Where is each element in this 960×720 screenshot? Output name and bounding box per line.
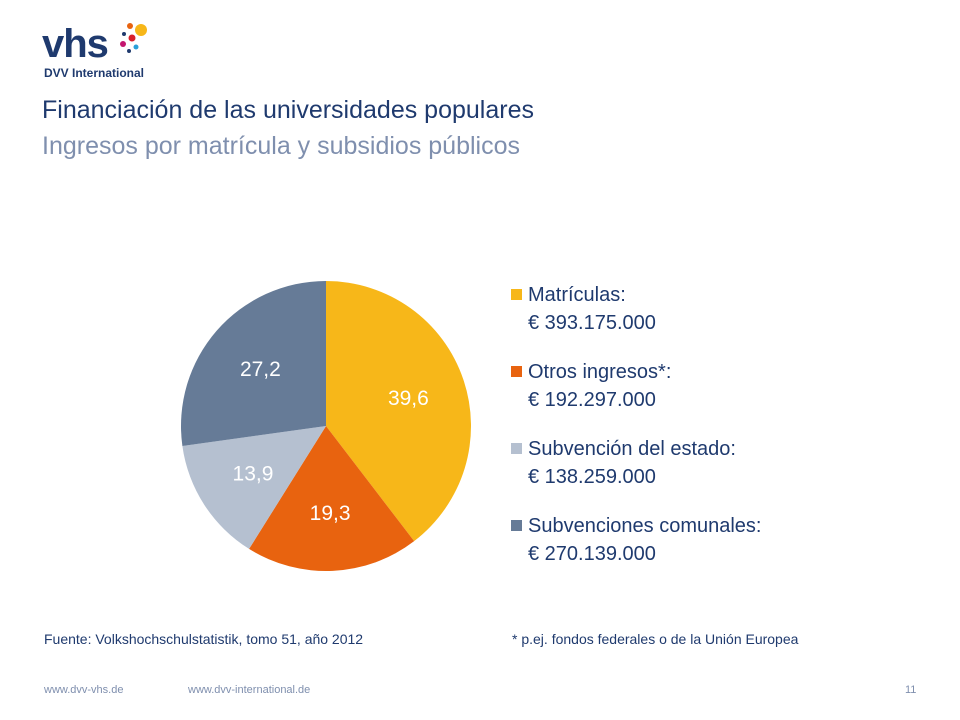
legend-item: Matrículas: € 393.175.000: [508, 282, 928, 359]
footer-link-dvv-vhs[interactable]: www.dvv-vhs.de: [44, 684, 124, 696]
logo-dots-icon: [120, 23, 147, 53]
pie-slice-2: [249, 426, 415, 571]
legend-value: € 192.297.000: [528, 389, 656, 411]
legend-swatch: [511, 366, 522, 377]
legend-item: Otros ingresos*: € 192.297.000: [508, 359, 928, 436]
legend-label: Matrículas:: [528, 284, 626, 306]
pie-data-label-3: 13,9: [233, 462, 274, 485]
page-number: 11: [905, 684, 917, 696]
legend-swatch: [511, 289, 522, 300]
chart-legend: Matrículas: € 393.175.000 Otros ingresos*:…: [508, 282, 928, 590]
footnote: * p.ej. fondos federales o de la Unión E…: [512, 631, 799, 647]
legend-swatch: [511, 520, 522, 531]
footer-link-dvv-international[interactable]: www.dvv-international.de: [188, 684, 311, 696]
dvv-logo: vhs DVV International: [42, 14, 162, 82]
legend-label: Otros ingresos*:: [528, 361, 672, 383]
legend-value: € 393.175.000: [528, 312, 656, 334]
page-subtitle: Ingresos por matrícula y subsidios públi…: [42, 132, 521, 160]
legend-label: Subvención del estado:: [528, 438, 736, 460]
logo-subtitle: DVV International: [44, 66, 145, 80]
legend-value: € 138.259.000: [528, 466, 656, 488]
legend-item: Subvención del estado: € 138.259.000: [508, 436, 928, 513]
pie-chart: 39,6 19,3 13,9 27,2: [181, 281, 471, 571]
pie-data-label-4: 27,2: [240, 358, 281, 381]
pie-slice-4: [181, 281, 326, 446]
legend-label: Subvenciones comunales:: [528, 515, 762, 537]
pie-slice-3: [182, 426, 326, 549]
pie-data-label-2: 19,3: [310, 502, 351, 525]
legend-item: Subvenciones comunales: € 270.139.000: [508, 513, 928, 590]
legend-value: € 270.139.000: [528, 543, 656, 565]
pie-slice-1: [326, 281, 471, 542]
source-note: Fuente: Volkshochschulstatistik, tomo 51…: [44, 631, 364, 647]
page-title: Financiación de las universidades popula…: [42, 96, 534, 124]
logo-wordmark: vhs: [42, 22, 109, 66]
legend-swatch: [511, 443, 522, 454]
pie-data-label-1: 39,6: [388, 387, 429, 410]
